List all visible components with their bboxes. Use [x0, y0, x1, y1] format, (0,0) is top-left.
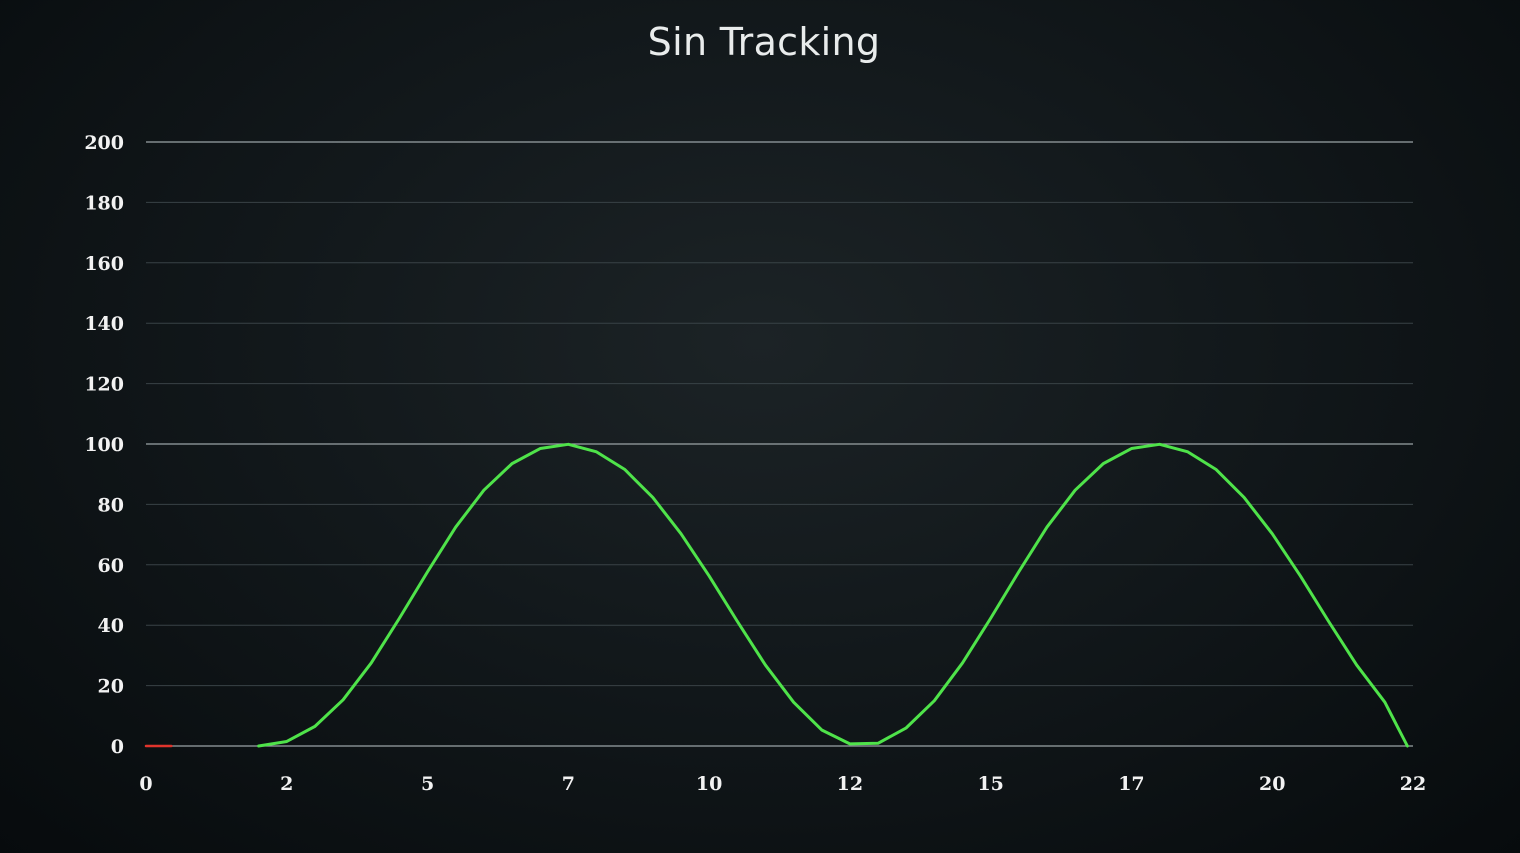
x-tick-label: 7 — [562, 773, 575, 795]
chart-title: Sin Tracking — [647, 20, 881, 64]
y-tick-label: 20 — [98, 676, 124, 698]
x-tick-label: 17 — [1118, 773, 1144, 795]
y-tick-label: 180 — [84, 192, 124, 214]
y-tick-label: 160 — [84, 253, 124, 275]
y-tick-label: 140 — [84, 313, 124, 335]
x-tick-label: 15 — [977, 773, 1003, 795]
x-tick-label: 12 — [837, 773, 863, 795]
x-axis-ticks: 0 2 5 7 10 12 15 17 20 22 — [139, 773, 1426, 795]
y-tick-label: 100 — [84, 434, 124, 456]
x-tick-label: 20 — [1259, 773, 1285, 795]
series-line-0 — [257, 442, 1409, 748]
series-lines — [144, 442, 1409, 748]
y-tick-label: 80 — [98, 494, 124, 516]
grid-lines — [146, 141, 1413, 747]
x-tick-label: 5 — [421, 773, 434, 795]
x-tick-label: 2 — [280, 773, 293, 795]
y-tick-label: 120 — [84, 374, 124, 396]
y-axis-ticks: 0 20 40 60 80 100 120 140 160 180 200 — [84, 132, 124, 758]
x-tick-label: 10 — [696, 773, 722, 795]
y-tick-label: 200 — [84, 132, 124, 154]
y-tick-label: 40 — [98, 615, 124, 637]
x-tick-label: 0 — [139, 773, 152, 795]
x-tick-label: 22 — [1400, 773, 1426, 795]
y-tick-label: 60 — [98, 555, 124, 577]
y-tick-label: 0 — [111, 736, 124, 758]
